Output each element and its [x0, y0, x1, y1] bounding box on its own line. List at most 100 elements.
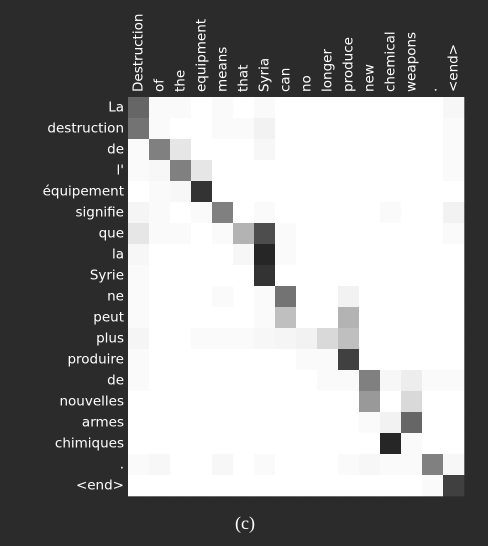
cell: [233, 181, 255, 203]
cell: [380, 412, 402, 434]
cell: [443, 454, 465, 476]
cell: [128, 391, 150, 413]
cell: [149, 118, 171, 140]
cell: [191, 433, 213, 455]
cell: [128, 244, 150, 266]
cell: [149, 160, 171, 182]
cell: [170, 349, 192, 371]
cell: [149, 202, 171, 224]
cell: [275, 328, 297, 350]
cell: [212, 475, 234, 497]
cell: [191, 307, 213, 329]
cell: [275, 265, 297, 287]
cell: [401, 265, 423, 287]
cell: [170, 223, 192, 245]
y-tick-label: armes: [82, 415, 124, 431]
cell: [338, 244, 360, 266]
cell: [149, 307, 171, 329]
y-tick-label: chimiques: [55, 436, 124, 452]
x-tick-label: equipment: [194, 19, 210, 92]
cell: [401, 307, 423, 329]
cell: [170, 286, 192, 308]
cell: [191, 328, 213, 350]
x-tick-label: chemical: [383, 31, 399, 92]
cell: [128, 454, 150, 476]
cell: [443, 160, 465, 182]
cell: [212, 328, 234, 350]
cell: [170, 160, 192, 182]
cell: [296, 139, 318, 161]
y-tick-label: l': [117, 163, 124, 179]
cell: [317, 370, 339, 392]
cell: [254, 265, 276, 287]
cell: [296, 160, 318, 182]
x-tick-label: means: [215, 47, 231, 92]
cell: [380, 391, 402, 413]
cell: [338, 286, 360, 308]
cell: [359, 244, 381, 266]
x-tick-label: Syria: [257, 58, 273, 92]
cell: [233, 139, 255, 161]
cell: [275, 202, 297, 224]
x-tick-label: produce: [341, 37, 357, 92]
cell: [401, 328, 423, 350]
cell: [359, 370, 381, 392]
cell: [233, 412, 255, 434]
cell: [296, 265, 318, 287]
cell: [401, 370, 423, 392]
cell: [254, 307, 276, 329]
cell: [254, 475, 276, 497]
cell: [359, 160, 381, 182]
cell: [443, 412, 465, 434]
cell: [317, 118, 339, 140]
cell: [443, 97, 465, 119]
cell: [191, 160, 213, 182]
cell: [212, 433, 234, 455]
cell: [149, 244, 171, 266]
cell: [296, 118, 318, 140]
cell: [233, 97, 255, 119]
cell: [422, 370, 444, 392]
cell: [170, 307, 192, 329]
cell: [212, 286, 234, 308]
cell: [254, 97, 276, 119]
cell: [296, 454, 318, 476]
cell: [422, 286, 444, 308]
cell: [254, 391, 276, 413]
cell: [191, 244, 213, 266]
cell: [422, 412, 444, 434]
cell: [275, 412, 297, 434]
cell: [170, 370, 192, 392]
cell: [275, 286, 297, 308]
cell: [359, 475, 381, 497]
cell: [275, 349, 297, 371]
cell: [170, 328, 192, 350]
cell: [359, 307, 381, 329]
cell: [317, 349, 339, 371]
cell: [212, 307, 234, 329]
cell: [443, 370, 465, 392]
cell: [128, 139, 150, 161]
cell: [380, 286, 402, 308]
cell: [275, 370, 297, 392]
cell: [212, 139, 234, 161]
cell: [338, 412, 360, 434]
cell: [338, 202, 360, 224]
cell: [170, 118, 192, 140]
cell: [359, 139, 381, 161]
cell: [317, 97, 339, 119]
cell: [191, 139, 213, 161]
cell: [443, 475, 465, 497]
cell: [233, 265, 255, 287]
cell: [380, 118, 402, 140]
cell: [233, 475, 255, 497]
cell: [275, 391, 297, 413]
cell: [212, 370, 234, 392]
cell: [212, 202, 234, 224]
cell: [128, 181, 150, 203]
cell: [422, 223, 444, 245]
cell: [401, 391, 423, 413]
cell: [443, 118, 465, 140]
cell: [254, 433, 276, 455]
